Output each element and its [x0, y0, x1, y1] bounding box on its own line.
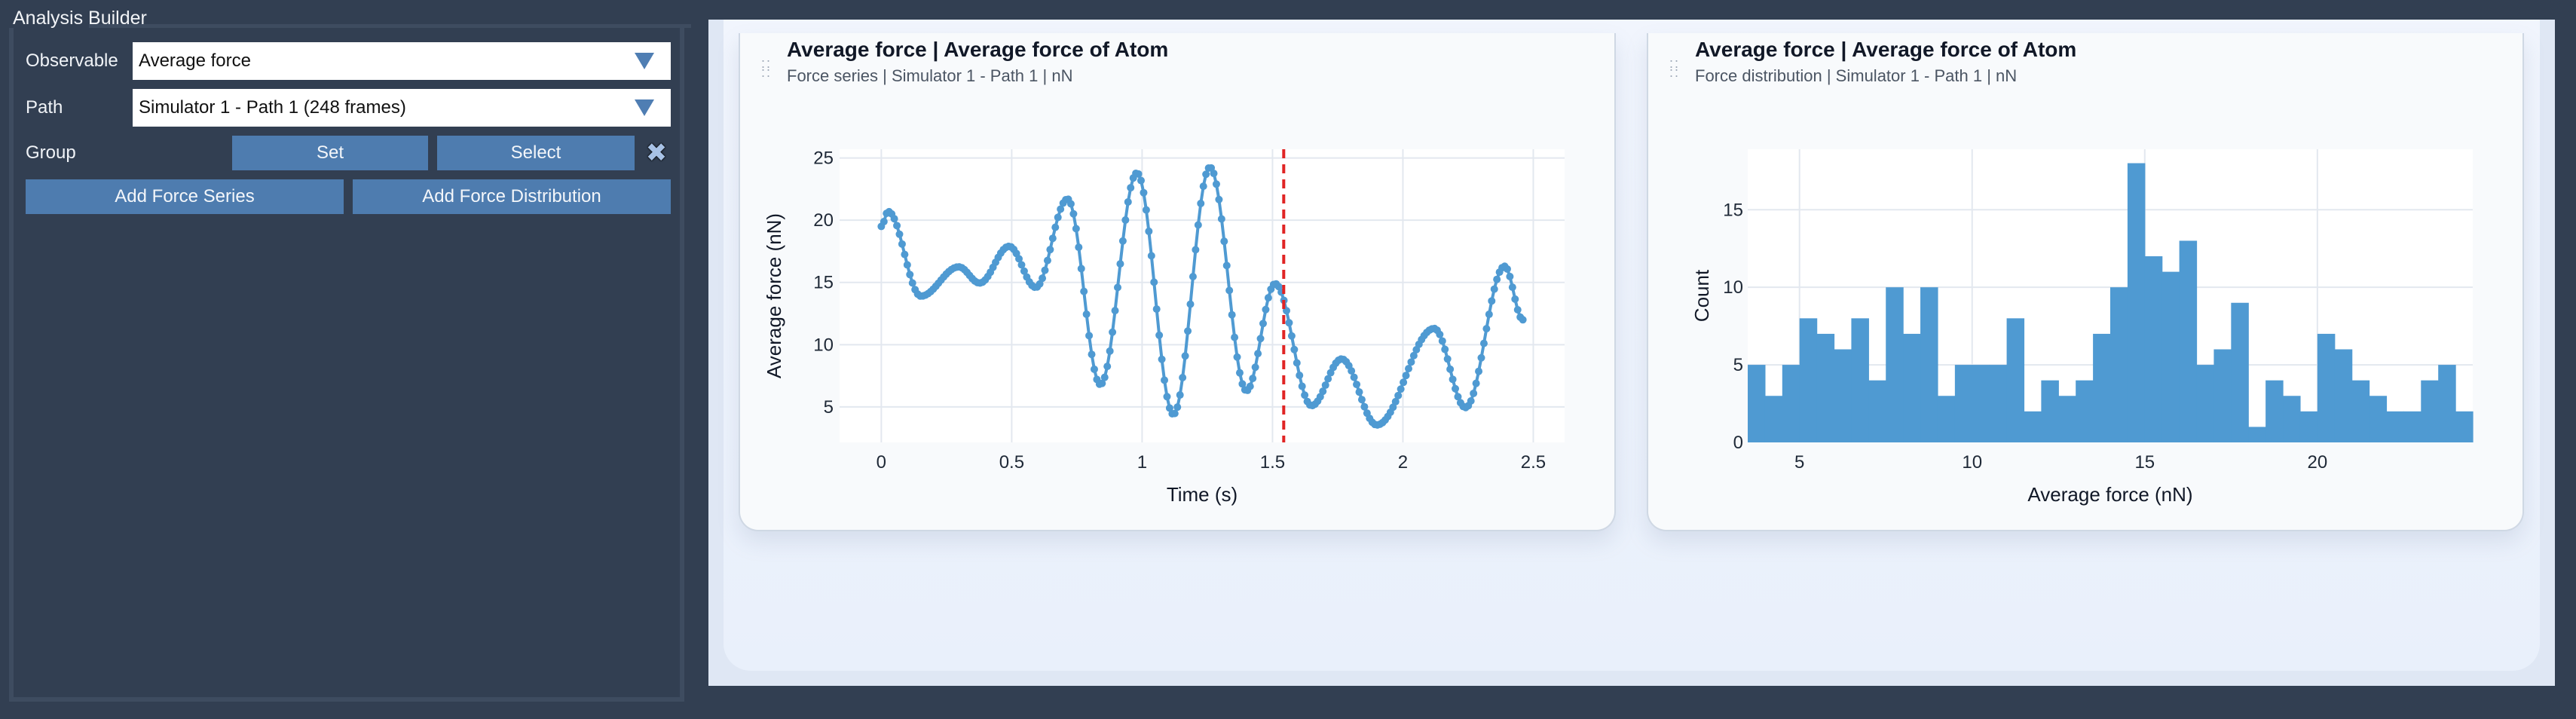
histogram-bar[interactable] [2299, 411, 2318, 442]
x-tick-label: 2.5 [1521, 452, 1546, 473]
histogram-bars [1748, 163, 2474, 442]
histogram-bar[interactable] [2006, 318, 2025, 442]
set-group-button[interactable]: Set [232, 136, 428, 170]
histogram-bar[interactable] [2265, 380, 2284, 442]
group-label: Group [26, 142, 76, 163]
select-group-button[interactable]: Select [437, 136, 635, 170]
histogram-bar[interactable] [1972, 365, 1990, 442]
x-tick-label: 0 [877, 452, 886, 473]
observable-value: Average force [139, 50, 251, 71]
histogram-bar[interactable] [1782, 365, 1800, 442]
histogram-bar[interactable] [1868, 380, 1886, 442]
chevron-down-icon [635, 53, 654, 69]
card-subtitle: Force series | Simulator 1 - Path 1 | nN [787, 66, 1073, 85]
histogram-bar[interactable] [2317, 333, 2336, 442]
y-tick-label: 10 [813, 335, 834, 355]
card-subtitle: Force distribution | Simulator 1 - Path … [1695, 66, 2018, 85]
histogram-bar[interactable] [1799, 318, 1818, 442]
histogram-bar[interactable] [2196, 365, 2215, 442]
histogram-bar[interactable] [2351, 380, 2370, 442]
histogram-bar[interactable] [1748, 365, 1766, 442]
histogram-bar[interactable] [1937, 396, 1956, 442]
x-tick-label: 1.5 [1260, 452, 1285, 473]
histogram-bar[interactable] [2231, 302, 2249, 442]
x-tick-label: 2 [1398, 452, 1408, 473]
histogram-bar[interactable] [1903, 333, 1921, 442]
x-axis-title: Time (s) [1167, 483, 1238, 506]
histogram-bar[interactable] [2093, 333, 2111, 442]
force-series-chart[interactable]: 0 0.5 1 1.5 2 2.5 5 10 15 20 25 Time (s) Average for… [739, 113, 1616, 520]
path-select[interactable]: Simulator 1 - Path 1 (248 frames) [133, 89, 671, 127]
histogram-bar[interactable] [2213, 349, 2232, 442]
y-tick-label: 25 [813, 148, 834, 169]
histogram-bar[interactable] [2041, 380, 2059, 442]
y-tick-label: 5 [824, 397, 834, 418]
path-value: Simulator 1 - Path 1 (248 frames) [139, 97, 406, 118]
analysis-builder-panel [9, 28, 684, 702]
histogram-bar[interactable] [1834, 349, 1852, 442]
histogram-bar[interactable] [2283, 396, 2301, 442]
histogram-bar[interactable] [1954, 365, 1973, 442]
histogram-bar[interactable] [2179, 240, 2198, 442]
histogram-bar[interactable] [1886, 287, 1904, 442]
y-axis-title: Count [1690, 269, 1713, 322]
add-force-distribution-button[interactable]: Add Force Distribution [353, 179, 671, 214]
y-tick-label: 15 [1723, 200, 1743, 220]
observable-select[interactable]: Average force [133, 42, 671, 80]
panel-frame-top [89, 24, 691, 28]
histogram-bar[interactable] [2438, 365, 2456, 442]
histogram-bar[interactable] [2455, 411, 2474, 442]
y-tick-label: 20 [813, 210, 834, 231]
card-title: Average force | Average force of Atom [787, 38, 1169, 61]
histogram-bar[interactable] [2024, 411, 2042, 442]
histogram-bar[interactable] [2058, 396, 2076, 442]
force-distribution-chart[interactable]: 5 10 15 20 0 5 10 15 Average force (nN) Count [1647, 113, 2524, 520]
histogram-bar[interactable] [1816, 333, 1835, 442]
histogram-bar[interactable] [2144, 256, 2163, 442]
histogram-bar[interactable] [2334, 349, 2353, 442]
add-force-series-button[interactable]: Add Force Series [26, 179, 344, 214]
histogram-bar[interactable] [2127, 163, 2146, 442]
y-tick-label: 5 [1733, 355, 1743, 375]
x-tick-label: 1 [1137, 452, 1147, 473]
card-title: Average force | Average force of Atom [1695, 38, 2077, 61]
x-tick-label: 0.5 [999, 452, 1024, 473]
x-tick-label: 15 [2134, 452, 2155, 473]
close-x-icon[interactable]: ✖ [645, 139, 668, 167]
histogram-bar[interactable] [2369, 396, 2388, 442]
panel-title: Analysis Builder [13, 8, 147, 29]
histogram-bar[interactable] [2403, 411, 2422, 442]
x-axis-title: Average force (nN) [2027, 483, 2192, 506]
chevron-down-icon [635, 99, 654, 116]
observable-label: Observable [26, 50, 118, 71]
histogram-bar[interactable] [1764, 396, 1783, 442]
histogram-bar[interactable] [2421, 380, 2439, 442]
histogram-bar[interactable] [1989, 365, 2008, 442]
path-label: Path [26, 97, 63, 118]
x-tick-label: 10 [1962, 452, 1982, 473]
y-tick-label: 15 [813, 273, 834, 293]
drag-handle-icon[interactable]: :::: [761, 56, 772, 80]
histogram-bar[interactable] [2248, 427, 2266, 442]
data-markers [877, 164, 1527, 429]
histogram-bar[interactable] [2110, 287, 2128, 442]
histogram-bar[interactable] [2161, 271, 2180, 442]
y-axis-title: Average force (nN) [763, 213, 785, 378]
histogram-bar[interactable] [1851, 318, 1869, 442]
y-tick-label: 10 [1723, 277, 1743, 298]
y-tick-label: 0 [1733, 433, 1743, 453]
histogram-bar[interactable] [2076, 380, 2094, 442]
histogram-bar[interactable] [2386, 411, 2404, 442]
x-tick-label: 5 [1794, 452, 1804, 473]
drag-handle-icon[interactable]: :::: [1669, 56, 1681, 80]
x-tick-label: 20 [2308, 452, 2328, 473]
histogram-bar[interactable] [1920, 287, 1938, 442]
